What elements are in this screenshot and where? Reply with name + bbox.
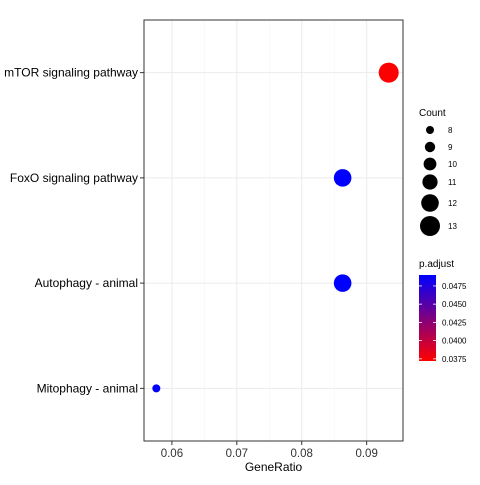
count-legend-key [426, 126, 434, 134]
panel-grid [144, 20, 403, 441]
y-tick-label: Autophagy - animal [35, 276, 138, 290]
x-tick-label: 0.08 [291, 448, 313, 460]
padjust-legend: p.adjust 0.0475 0.0450 0.0425 0.0400 0.0375 [419, 259, 467, 364]
count-legend-label: 10 [448, 160, 457, 169]
count-legend-title: Count [419, 108, 446, 119]
count-legend-label: 11 [448, 178, 457, 187]
padjust-tick-label: 0.0425 [442, 318, 467, 327]
count-legend-key [423, 157, 437, 171]
count-legend-key [424, 141, 436, 153]
padjust-tick-label: 0.0375 [442, 355, 467, 364]
count-legend-key [422, 174, 438, 190]
x-tick-label: 0.06 [161, 448, 183, 460]
y-axis: mTOR signaling pathway FoxO signaling pat… [4, 66, 144, 395]
padjust-colorbar [419, 275, 436, 361]
padjust-tick-label: 0.0450 [442, 300, 467, 309]
count-legend-label: 12 [448, 199, 457, 208]
count-legend-label: 9 [448, 143, 453, 152]
padjust-tick-label: 0.0400 [442, 337, 467, 346]
data-point [152, 384, 161, 393]
count-legend-key [421, 194, 439, 212]
plot-panel-border [143, 19, 404, 442]
x-tick-label: 0.07 [226, 448, 248, 460]
x-axis: 0.06 0.07 0.08 0.09 [161, 441, 378, 460]
x-axis-title: GeneRatio [245, 460, 303, 474]
data-point [333, 169, 352, 187]
data-point [333, 274, 352, 292]
y-tick-label: mTOR signaling pathway [4, 66, 138, 80]
data-point [378, 62, 399, 83]
count-legend-label: 8 [448, 126, 453, 135]
y-tick-label: FoxO signaling pathway [10, 171, 138, 185]
padjust-tick-label: 0.0475 [442, 282, 467, 291]
count-legend-key [420, 216, 440, 236]
x-tick-label: 0.09 [355, 448, 377, 460]
y-tick-label: Mitophagy - animal [37, 381, 138, 395]
padjust-legend-title: p.adjust [419, 259, 454, 270]
data-points [152, 62, 399, 393]
count-legend-label: 13 [448, 222, 457, 231]
count-legend: Count 8 9 10 11 12 13 [419, 108, 457, 236]
